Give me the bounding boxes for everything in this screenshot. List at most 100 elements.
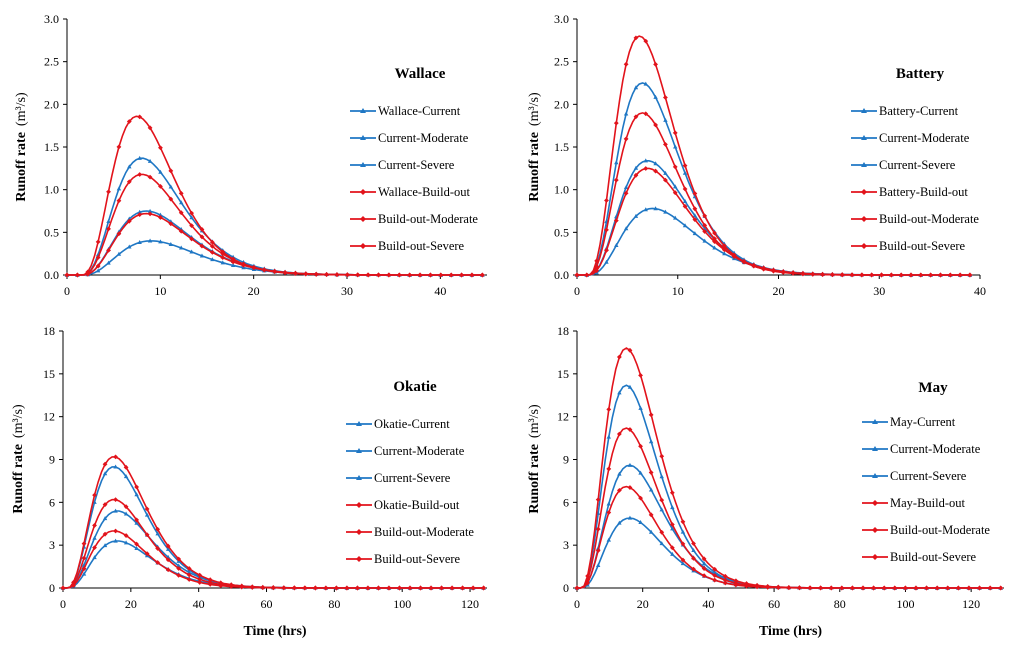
data-point (653, 94, 658, 99)
data-point (670, 526, 675, 531)
y-tick-label: 1.5 (44, 140, 59, 154)
data-point (448, 272, 454, 278)
data-point (147, 208, 153, 213)
legend-entry: Build-out-Moderate (862, 523, 990, 537)
x-tick-label: 40 (434, 284, 446, 298)
x-tick-label: 10 (672, 284, 684, 298)
data-point (633, 172, 639, 178)
chart-panel-battery: 0.0 0.5 1.0 1.5 2.0 2.5 3.0 0 10 20 30 40 Runoff rat… (527, 12, 986, 298)
data-point (165, 543, 171, 549)
legend-label: Current-Moderate (378, 131, 469, 145)
data-point (71, 579, 76, 585)
data-point (123, 533, 129, 538)
x-tick-label: 30 (341, 284, 353, 298)
data-point (261, 267, 267, 273)
data-point (459, 272, 464, 278)
data-point (585, 573, 590, 579)
data-point (470, 585, 476, 591)
data-point (137, 209, 142, 214)
y-tick-label: 15 (557, 367, 569, 381)
data-point (126, 218, 132, 224)
legend-label: Current-Severe (378, 158, 455, 172)
data-point (606, 510, 612, 515)
data-point (179, 200, 184, 205)
data-point (469, 272, 475, 278)
data-point (902, 585, 908, 591)
data-point (680, 519, 686, 525)
legend-label: Build-out-Severe (374, 552, 461, 566)
data-point (830, 272, 835, 278)
y-axis-label: Runoff rate (m³/s) (14, 92, 29, 202)
data-point (638, 520, 643, 525)
chart-panel-wallace: 0.0 0.5 1.0 1.5 2.0 2.5 3.0 0 10 20 30 40 Runoff rat… (14, 12, 487, 298)
data-point (460, 585, 465, 591)
data-point (627, 347, 633, 353)
data-point (888, 272, 894, 278)
data-point (879, 272, 884, 278)
data-point (810, 271, 816, 277)
data-point (113, 497, 118, 503)
data-point (754, 582, 760, 588)
data-point (613, 120, 619, 126)
data-point (116, 198, 122, 204)
data-point (987, 585, 993, 591)
y-axis-label-text: Runoff rate (11, 444, 26, 514)
data-point (178, 210, 184, 216)
data-point (672, 190, 678, 196)
data-point (604, 198, 609, 203)
y-tick-label: 9 (563, 453, 569, 467)
legend-label: May-Current (890, 415, 956, 429)
legend-label: Current-Severe (374, 471, 451, 485)
data-point (134, 541, 140, 547)
data-point (126, 119, 132, 124)
data-point (682, 186, 688, 192)
data-point (653, 61, 658, 67)
data-point (648, 487, 654, 492)
data-point (617, 520, 622, 525)
data-point (116, 251, 122, 256)
x-tick-label: 0 (574, 284, 580, 298)
data-point (176, 573, 182, 578)
data-point (643, 207, 648, 212)
data-point (123, 464, 129, 470)
data-point (218, 580, 224, 586)
data-point (186, 566, 192, 571)
data-point (113, 454, 118, 460)
data-point (892, 585, 898, 591)
data-point (92, 523, 97, 528)
data-point (134, 545, 139, 550)
data-point (643, 38, 649, 44)
data-point (648, 512, 654, 518)
x-tick-label: 120 (962, 597, 980, 611)
data-point (633, 213, 639, 218)
data-point (186, 577, 192, 582)
legend-label: Build-out-Severe (890, 550, 977, 564)
data-point (653, 161, 658, 166)
data-point (606, 406, 612, 412)
y-tick-label: 3.0 (554, 12, 569, 26)
y-tick-label: 3.0 (44, 12, 59, 26)
data-point (92, 535, 97, 540)
data-point (220, 249, 226, 255)
data-point (945, 585, 951, 591)
data-point (701, 560, 707, 565)
data-point (355, 272, 361, 278)
x-tick-label: 100 (393, 597, 411, 611)
data-point (355, 585, 360, 591)
data-point (197, 572, 203, 578)
data-point (334, 272, 340, 278)
data-point (116, 186, 122, 191)
data-point (123, 511, 129, 516)
y-tick-label: 2.0 (554, 97, 569, 111)
data-point (613, 218, 619, 223)
legend-entry: Current-Moderate (346, 444, 465, 458)
data-point (418, 585, 423, 591)
data-point (614, 160, 619, 165)
legend-entry: Battery-Current (851, 104, 959, 118)
legend-label: Build-out-Severe (879, 239, 966, 253)
data-point (595, 497, 601, 502)
x-tick-label: 120 (461, 597, 479, 611)
data-point (966, 585, 972, 591)
data-point (751, 263, 757, 269)
data-point (144, 551, 150, 557)
